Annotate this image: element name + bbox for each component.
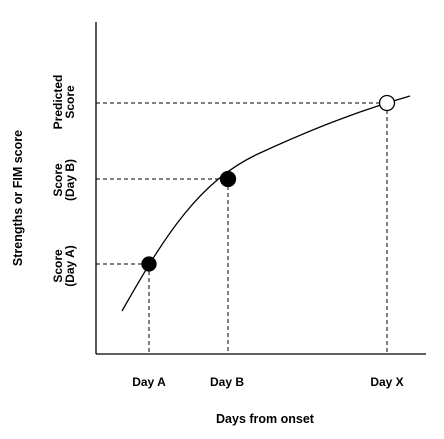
recovery-curve: [121, 95, 411, 312]
y-label-line1: Predicted: [51, 75, 65, 130]
y-label-score-day-b: Score (Day B): [51, 159, 77, 201]
point-day-b: [219, 170, 237, 188]
y-label-line1: Score: [51, 163, 65, 197]
point-day-a: [141, 256, 157, 272]
y-label-line2: (Day B): [63, 159, 77, 201]
y-label-line1: Score: [51, 249, 65, 283]
y-label-score-day-a: Score (Day A): [51, 245, 77, 287]
x-tick-day-a: Day A: [132, 375, 166, 389]
x-tick-day-x: Day X: [370, 375, 403, 389]
point-day-x: [378, 94, 396, 112]
x-axis-title: Days from onset: [216, 412, 315, 426]
y-label-predicted-score: Predicted Score: [51, 75, 77, 130]
y-label-line2: (Day A): [63, 245, 77, 287]
y-axis-title: Strengths or FIM score: [11, 130, 25, 266]
x-tick-day-b: Day B: [210, 375, 244, 389]
guide-lines: [96, 102, 388, 354]
y-label-line2: Score: [63, 85, 77, 119]
